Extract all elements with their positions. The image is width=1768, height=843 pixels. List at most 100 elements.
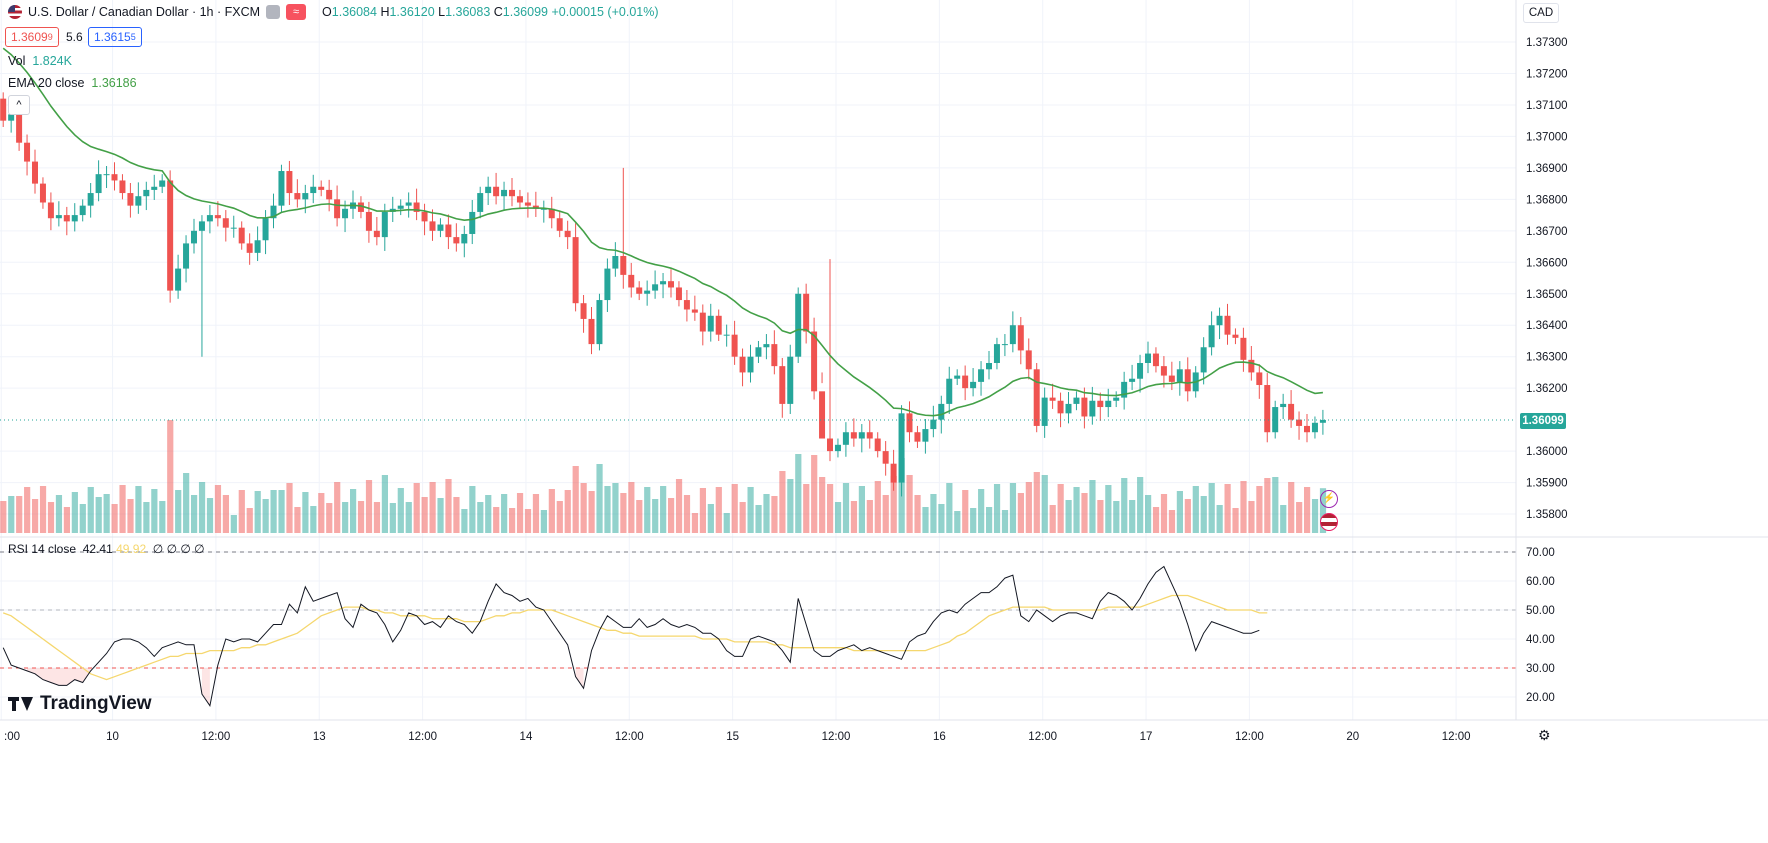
rsi-legend[interactable]: RSI 14 close 42.41 49.92 ∅ ∅ ∅ ∅ <box>8 542 205 556</box>
volume-bar <box>79 504 86 533</box>
price-axis: 1.37300 1.37200 1.37100 1.37000 1.36900 1.368… <box>1515 0 1568 720</box>
indicator-dot-icon[interactable] <box>266 5 281 19</box>
close-label: C <box>493 5 503 19</box>
volume-bar <box>882 495 889 533</box>
spread-value: 5.6 <box>66 30 83 44</box>
volume-bar <box>1208 483 1215 533</box>
volume-bar <box>556 501 563 533</box>
candle-body <box>493 186 500 197</box>
volume-bar <box>1089 480 1096 533</box>
price-tick-label: 1.35800 <box>1526 509 1568 521</box>
candle-body <box>803 293 810 332</box>
candle-body <box>628 274 635 288</box>
low-label: L <box>438 5 446 19</box>
candle-body <box>993 344 1000 363</box>
volume-bar <box>683 495 691 533</box>
volume-bar <box>1264 478 1271 533</box>
candle-body <box>1025 350 1032 370</box>
volume-bar <box>675 479 683 533</box>
volume-bar <box>993 484 1001 533</box>
volume-bar <box>71 492 78 533</box>
volume-bars <box>0 420 1327 533</box>
candle-body <box>405 202 412 206</box>
volume-bar <box>270 490 277 533</box>
price-tick-label: 1.35900 <box>1526 478 1568 490</box>
candle-body <box>445 224 452 238</box>
sell-price-button[interactable]: 1.36099 <box>5 27 59 47</box>
volume-bar <box>111 504 118 533</box>
price-tick-label: 1.36800 <box>1526 194 1568 206</box>
candle-body <box>477 193 484 212</box>
candle-body <box>262 218 269 241</box>
time-tick-label: 20 <box>1346 731 1359 743</box>
volume-bar <box>1216 505 1223 533</box>
last-price-label: 1.36099 <box>1520 413 1566 429</box>
open-label: O <box>322 5 332 19</box>
candle-body <box>270 205 277 219</box>
collapse-legend-button[interactable]: ^ <box>8 95 30 115</box>
tradingview-logo[interactable]: TradingView <box>8 693 152 715</box>
candle-body <box>1145 353 1151 363</box>
volume-bar <box>1001 510 1009 533</box>
volume-bar <box>453 497 460 533</box>
rsi-ma-value: 49.92 <box>116 542 147 556</box>
candle-body <box>0 98 7 121</box>
volume-bar <box>397 488 404 533</box>
volume-bar <box>1200 496 1207 533</box>
volume-bar <box>779 471 786 533</box>
candle-body <box>819 391 826 439</box>
buy-price-button[interactable]: 1.36155 <box>88 27 142 47</box>
candle-body <box>962 375 969 389</box>
volume-bar <box>222 495 229 533</box>
candle-body <box>747 356 754 373</box>
candle-body <box>1216 315 1223 326</box>
time-tick-label: 15 <box>726 731 739 743</box>
candle-body <box>1073 397 1080 404</box>
candle-body <box>469 211 476 234</box>
time-tick-label: 12:00 <box>202 731 231 743</box>
volume-bar <box>1160 494 1168 533</box>
ema-legend[interactable]: EMA 20 close 1.36186 <box>8 76 137 90</box>
symbol-menu-button[interactable]: ≈ <box>286 4 307 20</box>
us-event-flag-icon[interactable] <box>1320 513 1338 531</box>
volume-bar <box>636 500 643 533</box>
candle-body <box>326 189 333 200</box>
volume-bar <box>532 494 540 533</box>
candle-body <box>763 344 770 348</box>
volume-bar <box>1041 475 1048 533</box>
volume-bar <box>747 487 754 533</box>
rsi-tick-label: 50.00 <box>1526 605 1555 617</box>
rsi-tick-label: 40.00 <box>1526 634 1555 646</box>
volume-bar <box>874 481 881 533</box>
candle-body <box>357 202 364 212</box>
volume-bar <box>1319 488 1327 533</box>
volume-bar <box>1105 485 1112 533</box>
candle-body <box>890 463 897 483</box>
candle-body <box>159 180 166 187</box>
candle-body <box>834 444 841 452</box>
settings-gear-icon[interactable]: ⚙ <box>1538 727 1551 743</box>
symbol-title[interactable]: U.S. Dollar / Canadian Dollar · 1h · FXC… <box>28 5 261 19</box>
candle-body <box>47 202 54 219</box>
candle-body <box>954 375 961 379</box>
lightning-icon[interactable]: ⚡ <box>1320 490 1338 508</box>
volume-bar <box>16 496 23 533</box>
volume-bar <box>445 479 452 533</box>
candle-body <box>739 356 746 373</box>
volume-legend[interactable]: Vol 1.824K <box>8 54 72 68</box>
volume-bar <box>246 508 253 533</box>
volume-bar <box>691 513 699 533</box>
candle-body <box>151 186 158 190</box>
volume-bar <box>39 486 47 533</box>
candle-body <box>675 287 682 301</box>
candle-body <box>914 432 921 442</box>
currency-selector[interactable]: CAD <box>1523 3 1559 23</box>
candle-body <box>509 189 515 197</box>
candle-body <box>548 208 555 219</box>
candle-body <box>39 183 46 203</box>
volume-bar <box>135 486 142 533</box>
candle-body <box>191 230 197 244</box>
volume-bar <box>357 501 365 533</box>
volume-bar <box>509 508 516 533</box>
